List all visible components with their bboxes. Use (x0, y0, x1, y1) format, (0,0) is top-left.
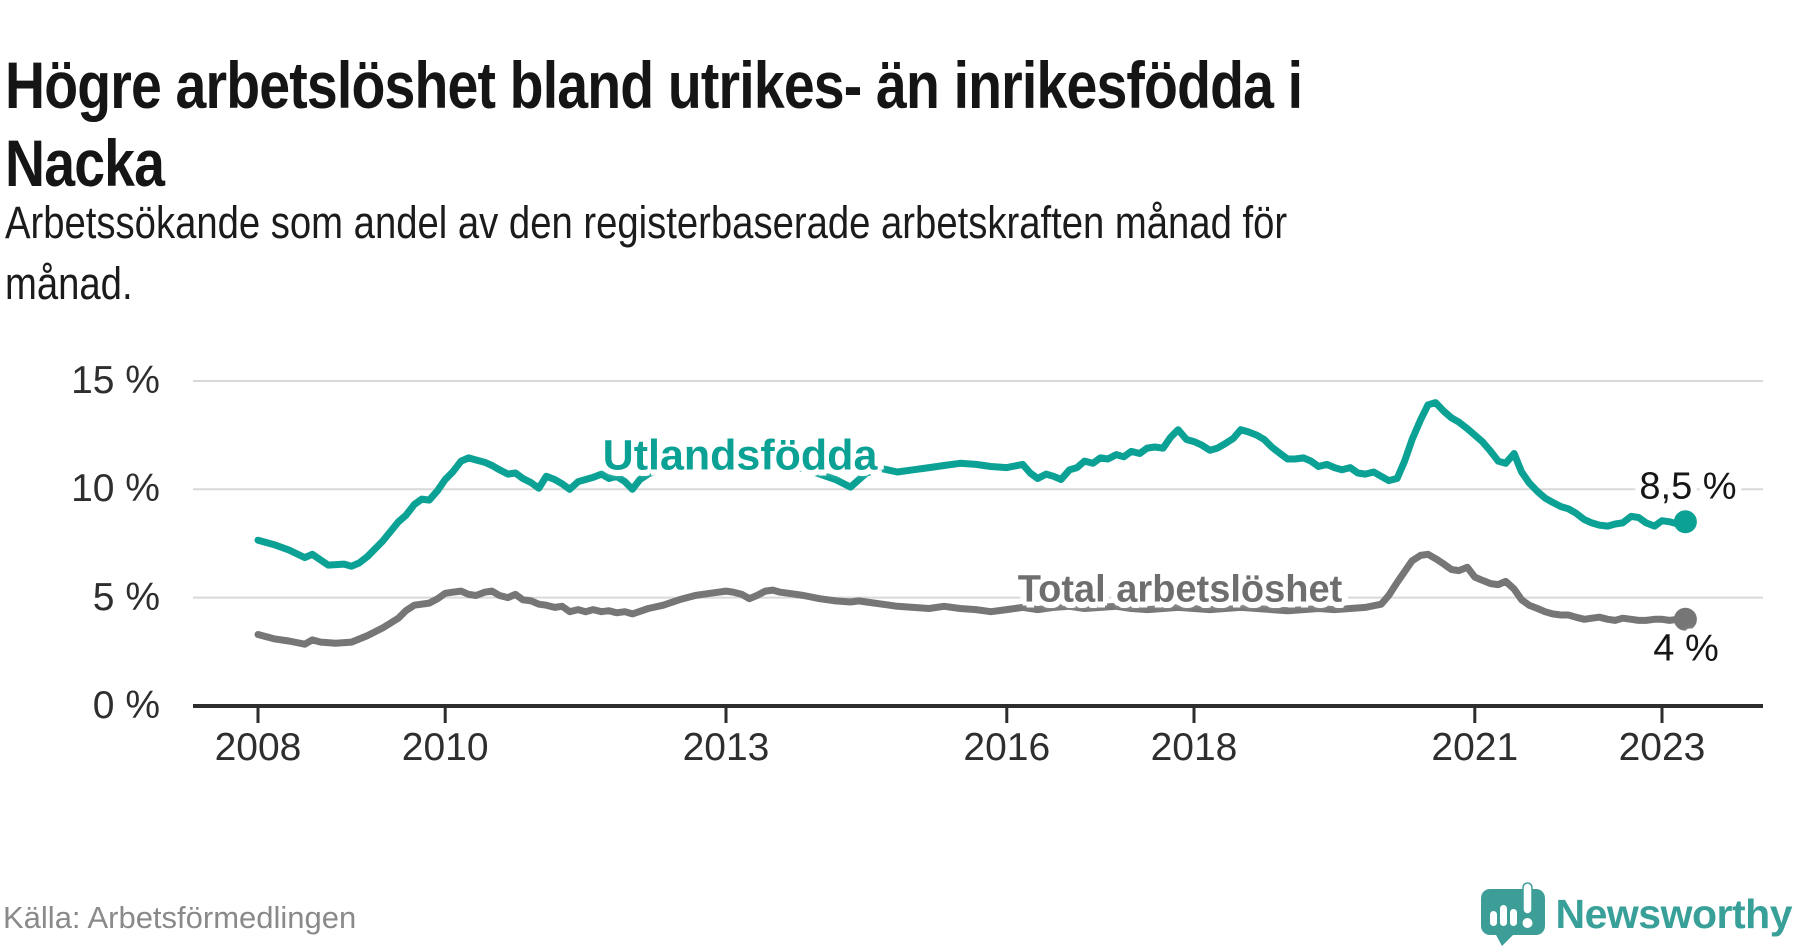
series-line-utlandsfodda (254, 399, 1689, 570)
page-title-line-2: Nacka (5, 126, 165, 201)
x-axis-label: 2023 (1618, 726, 1706, 769)
end-value-label-utlandsfodda: 8,5 % (1639, 465, 1737, 508)
y-axis-label: 10 % (71, 467, 160, 511)
chart-subtitle-line-2: månad. (5, 258, 133, 309)
newsworthy-logo-icon (1480, 882, 1545, 946)
x-axis-label: 2021 (1431, 726, 1519, 769)
chart-subtitle: Arbetssökande som andel av den registerb… (5, 192, 1287, 314)
series-label-utlandsfodda: Utlandsfödda (602, 431, 878, 480)
x-axis-label: 2013 (682, 726, 770, 769)
y-axis-label: 15 % (71, 358, 160, 402)
y-axis-label: 5 % (92, 575, 160, 619)
series-line-total (254, 550, 1689, 648)
newsworthy-logo: Newsworthy (1480, 882, 1793, 946)
y-axis-label: 0 % (92, 684, 160, 727)
newsworthy-logo-text: Newsworthy (1555, 890, 1793, 937)
series-end-dot-total (1673, 607, 1697, 631)
source-note: Källa: Arbetsförmedlingen (3, 900, 357, 935)
series-end-dot-utlandsfodda (1673, 510, 1697, 534)
x-axis-label: 2008 (214, 726, 302, 769)
page-title: Högre arbetslöshet bland utrikes- än inr… (5, 46, 1303, 202)
x-axis-label: 2010 (401, 726, 489, 769)
series-label-total-arbetsloshet: Total arbetslöshet (1017, 568, 1343, 611)
x-axis-label: 2018 (1150, 726, 1238, 769)
end-value-label-total: 4 % (1653, 627, 1719, 670)
page-title-line-1: Högre arbetslöshet bland utrikes- än inr… (5, 48, 1303, 123)
chart-subtitle-line-1: Arbetssökande som andel av den registerb… (5, 197, 1288, 248)
x-axis-label: 2016 (963, 726, 1051, 769)
